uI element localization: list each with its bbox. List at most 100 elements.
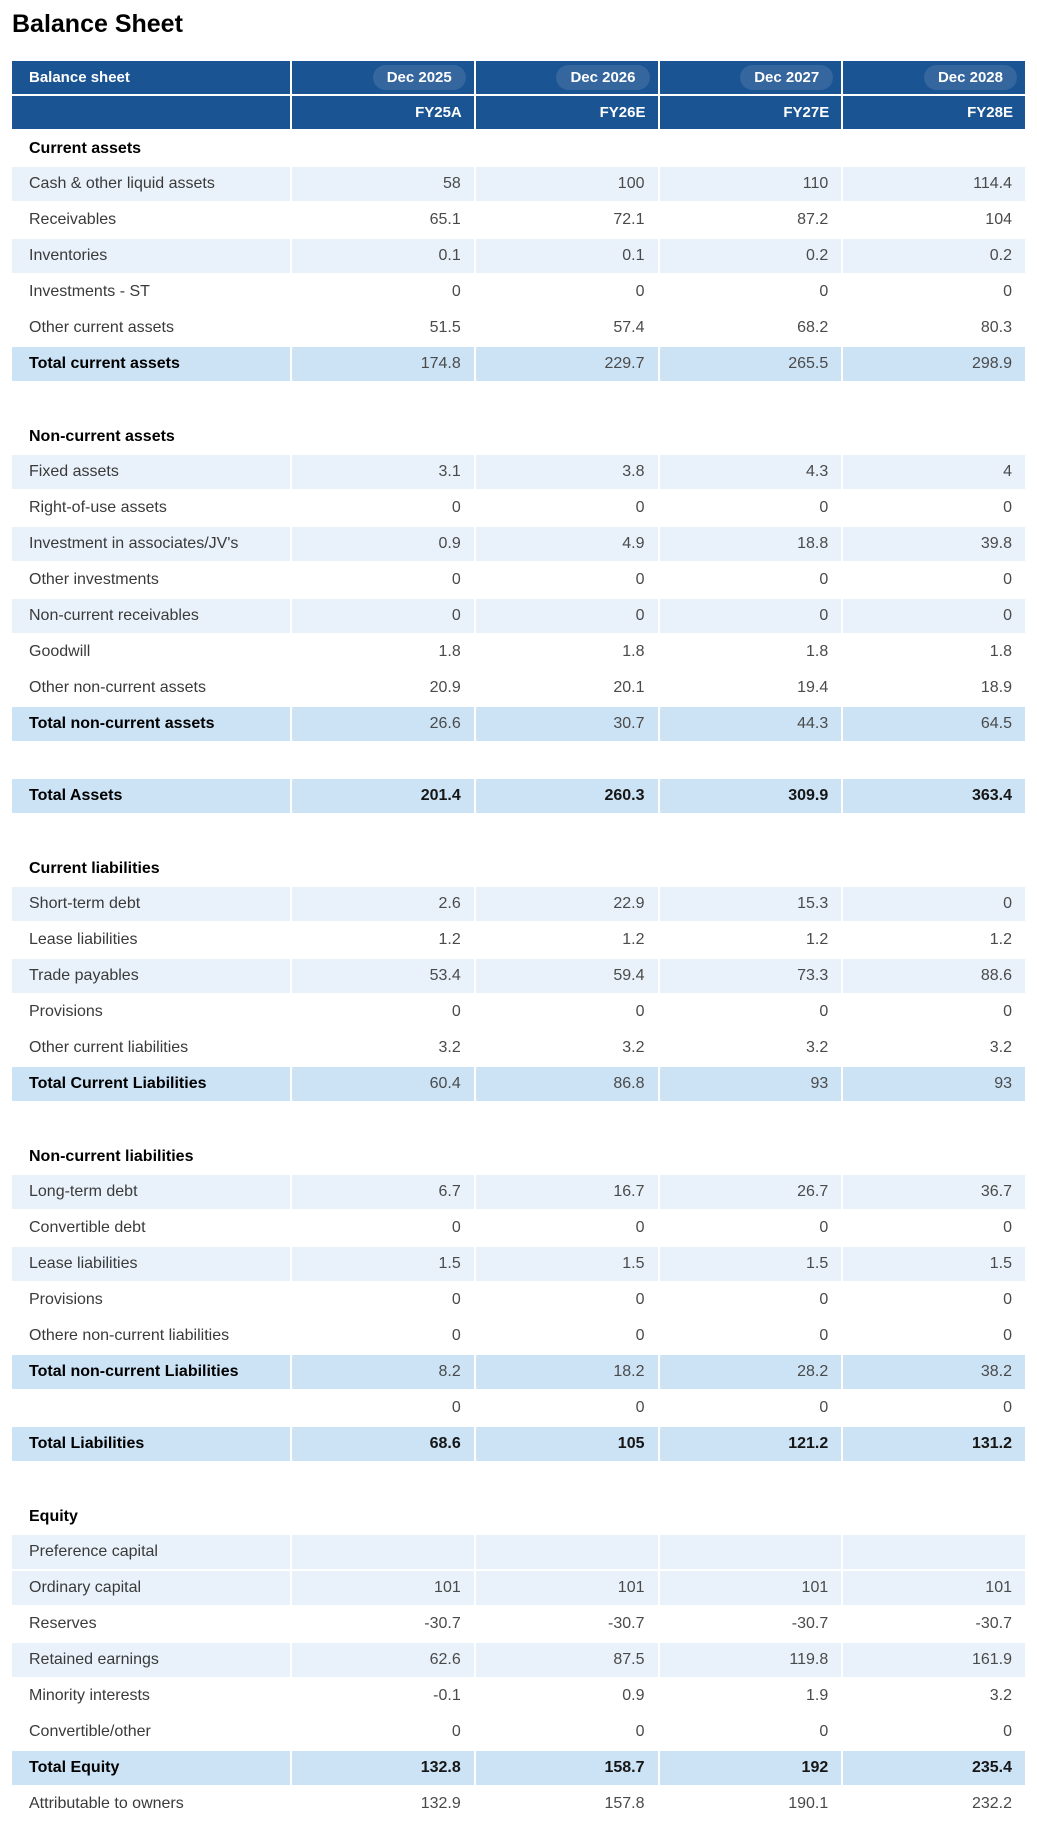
table-row: Trade payables 53.4 59.4 73.3 88.6 [12,959,1025,993]
row-label: Fixed assets [12,455,290,489]
cell-value: 0.2 [659,239,842,273]
cell-value: 0 [843,1211,1025,1245]
cell-value: 121.2 [659,1427,842,1461]
section-spacer [12,1103,1025,1139]
cell-value: 0 [475,491,658,525]
cell-value: 101 [475,1571,658,1605]
cell-value: 86.8 [475,1067,658,1101]
table-row: Convertible/other 0 0 0 0 [12,1715,1025,1749]
cell-value: 44.3 [659,707,842,741]
row-label: Total non-current Liabilities [12,1355,290,1389]
period-cell: Dec 2027 [659,61,842,94]
row-label: Inventories [12,239,290,273]
table-row: Preference capital [12,1535,1025,1569]
fiscal-year-cell: FY28E [843,96,1025,129]
cell-value: 100 [475,167,658,201]
period-pill: Dec 2028 [923,65,1017,90]
cell-value: 0 [475,1715,658,1749]
cell-value: 0 [843,887,1025,921]
cell-value: 0 [659,995,842,1029]
section-title: Non-current liabilities [29,1148,194,1165]
cell-value: 0.9 [292,527,474,561]
table-row: Inventories 0.1 0.1 0.2 0.2 [12,239,1025,273]
cell-value: 18.2 [475,1355,658,1389]
cell-value: 0 [843,1391,1025,1425]
cell-value: -30.7 [659,1607,842,1641]
row-label: Preference capital [12,1535,290,1569]
table-row: Total Equity 132.8 158.7 192 235.4 [12,1751,1025,1785]
cell-value: -0.1 [292,1679,474,1713]
cell-value: -30.7 [843,1607,1025,1641]
balance-sheet-table: Balance sheet Dec 2025 Dec 2026 Dec 2027… [12,61,1025,1821]
cell-value: 3.2 [843,1031,1025,1065]
fiscal-year-cell: FY26E [475,96,658,129]
cell-value: 1.8 [475,635,658,669]
cell-value: 201.4 [292,779,474,813]
cell-value [659,1535,842,1569]
cell-value: 0 [292,1283,474,1317]
row-label: Investment in associates/JV's [12,527,290,561]
table-row: Attributable to owners 132.9 157.8 190.1 232… [12,1787,1025,1821]
cell-value: 38.2 [843,1355,1025,1389]
section-title: Equity [29,1508,78,1525]
table-row: Investments - ST 0 0 0 0 [12,275,1025,309]
cell-value: 22.9 [475,887,658,921]
period-pill: Dec 2025 [372,65,466,90]
cell-value: 8.2 [292,1355,474,1389]
cell-value: 132.8 [292,1751,474,1785]
row-label: Non-current receivables [12,599,290,633]
cell-value: 3.2 [292,1031,474,1065]
row-label: Other current assets [12,311,290,345]
cell-value: 18.9 [843,671,1025,705]
row-label: Trade payables [12,959,290,993]
row-label: Total Assets [12,779,290,813]
cell-value: 26.6 [292,707,474,741]
cell-value: 80.3 [843,311,1025,345]
row-label: Total current assets [12,347,290,381]
cell-value: 101 [292,1571,474,1605]
row-label: Lease liabilities [12,923,290,957]
cell-value: 0 [659,1211,842,1245]
cell-value: 0 [292,491,474,525]
cell-value: 260.3 [475,779,658,813]
section-title: Non-current assets [29,428,175,445]
cell-value: 192 [659,1751,842,1785]
cell-value: 2.6 [292,887,474,921]
row-label: Long-term debt [12,1175,290,1209]
cell-value: 1.8 [292,635,474,669]
cell-value: 105 [475,1427,658,1461]
table-row: Provisions 0 0 0 0 [12,995,1025,1029]
period-cell: Dec 2028 [843,61,1025,94]
row-label: Total Current Liabilities [12,1067,290,1101]
row-label: Lease liabilities [12,1247,290,1281]
cell-value: 0 [475,563,658,597]
cell-value: 0 [475,599,658,633]
cell-value: 72.1 [475,203,658,237]
section-spacer [12,743,1025,779]
row-label: Receivables [12,203,290,237]
cell-value: 88.6 [843,959,1025,993]
cell-value: 0 [843,563,1025,597]
cell-value: 190.1 [659,1787,842,1821]
table-row: Other investments 0 0 0 0 [12,563,1025,597]
fiscal-year-cell: FY27E [659,96,842,129]
table-row: Retained earnings 62.6 87.5 119.8 161.9 [12,1643,1025,1677]
table-row: Non-current receivables 0 0 0 0 [12,599,1025,633]
cell-value: 132.9 [292,1787,474,1821]
row-label: Convertible/other [12,1715,290,1749]
table-row: Total Liabilities 68.6 105 121.2 131.2 [12,1427,1025,1461]
cell-value: 30.7 [475,707,658,741]
cell-value: 157.8 [475,1787,658,1821]
table-row: Total non-current assets 26.6 30.7 44.3 64.5 [12,707,1025,741]
cell-value: 0 [659,1391,842,1425]
cell-value: 0.9 [475,1679,658,1713]
cell-value: 3.2 [659,1031,842,1065]
cell-value: 101 [659,1571,842,1605]
cell-value: 0 [659,599,842,633]
table-row: Long-term debt 6.7 16.7 26.7 36.7 [12,1175,1025,1209]
table-row: Investment in associates/JV's 0.9 4.9 18.8 3… [12,527,1025,561]
cell-value: 0 [292,1211,474,1245]
cell-value: 0 [292,995,474,1029]
period-cell: Dec 2026 [475,61,658,94]
